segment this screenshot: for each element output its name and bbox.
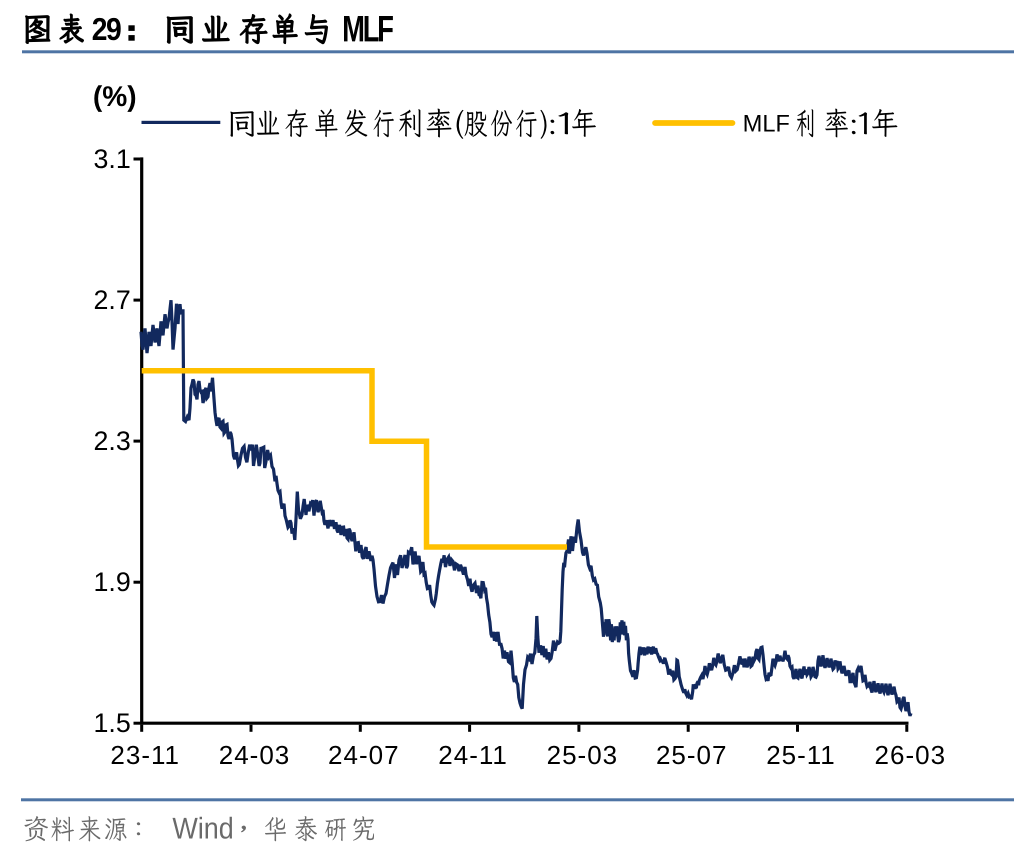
svg-text:25-03: 25-03 <box>547 740 619 770</box>
svg-text:25-11: 25-11 <box>766 740 836 770</box>
svg-text:2.7: 2.7 <box>94 285 131 315</box>
svg-text:24-11: 24-11 <box>438 740 508 770</box>
svg-text:23-11: 23-11 <box>110 740 180 770</box>
svg-text:24-07: 24-07 <box>328 740 400 770</box>
svg-text:2.3: 2.3 <box>94 426 131 456</box>
svg-text:1.9: 1.9 <box>94 567 131 597</box>
svg-text:1.5: 1.5 <box>94 708 131 738</box>
svg-text:26-03: 26-03 <box>875 740 947 770</box>
svg-text:25-07: 25-07 <box>656 740 728 770</box>
svg-text:24-03: 24-03 <box>219 740 291 770</box>
svg-text:3.1: 3.1 <box>94 144 131 174</box>
